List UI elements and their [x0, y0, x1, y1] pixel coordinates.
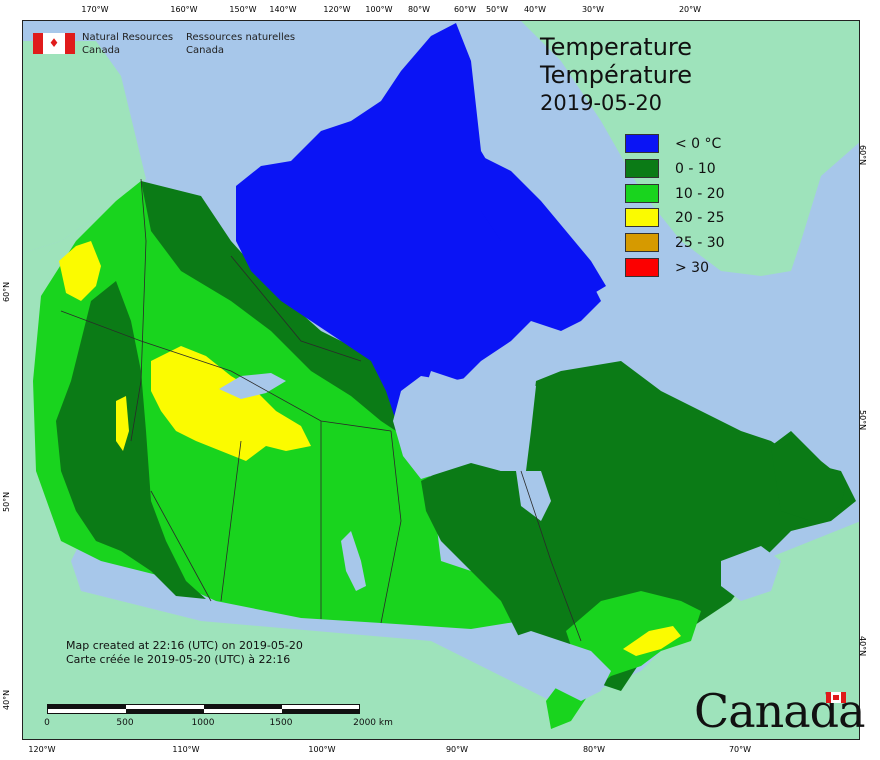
- agency-fr-line1: Ressources naturelles: [186, 32, 296, 43]
- graticule-label-bottom: 120°W: [28, 745, 56, 754]
- graticule-label-top: 170°W: [81, 5, 109, 14]
- zone-20-25-ontario: [623, 626, 681, 656]
- zone-sub-zero-arctic: [236, 23, 601, 421]
- graticule-label-top: 120°W: [323, 5, 351, 14]
- graticule-label-top: 150°W: [229, 5, 257, 14]
- zone-20-25-alberta: [151, 346, 311, 461]
- map-title: Temperature Température 2019-05-20: [540, 33, 692, 117]
- temperature-map: [23, 21, 859, 739]
- graticule-label-bottom: 90°W: [445, 745, 469, 754]
- alaska-land: [23, 41, 146, 253]
- legend-label: 20 - 25: [675, 210, 725, 227]
- scale-label: 500: [116, 718, 134, 728]
- province-boundaries: [60, 178, 582, 642]
- graticule-label-top: 20°W: [678, 5, 702, 14]
- zone-0-10-newfoundland: [771, 431, 846, 521]
- legend-label: > 30: [675, 259, 709, 276]
- scale-label: 1000: [191, 718, 215, 728]
- great-lakes-water: [501, 631, 611, 701]
- greenland-land: [521, 21, 859, 276]
- legend-swatch: [625, 158, 659, 178]
- scale-bar: [47, 704, 360, 714]
- legend-swatch: [625, 134, 659, 153]
- canada-flag-icon: ♦: [33, 33, 75, 54]
- legend-swatch: [625, 233, 659, 253]
- gulf-st-lawrence: [721, 546, 781, 601]
- title-date: 2019-05-20: [540, 91, 663, 115]
- credit-fr: Carte créée le 2019-05-20 (UTC) à 22:16: [66, 653, 291, 666]
- lake-winnipeg: [341, 531, 366, 591]
- agency-en-line1: Natural Resources: [82, 32, 174, 43]
- graticule-label-left: 50°N: [2, 491, 11, 512]
- graticule-label-bottom: 100°W: [308, 745, 336, 754]
- zone-20-25-yukon: [59, 241, 101, 301]
- graticule-label-top: 140°W: [269, 5, 297, 14]
- legend-label: 10 - 20: [675, 185, 725, 202]
- great-slave-lake: [219, 373, 286, 399]
- wordmark-flag-icon: [826, 692, 846, 703]
- credit-en: Map created at 22:16 (UTC) on 2019-05-20: [66, 639, 303, 652]
- legend-swatch: [625, 208, 659, 228]
- legend-swatch: [625, 183, 659, 203]
- legend-label: < 0 °C: [675, 136, 722, 152]
- scale-label: 2000 km: [353, 718, 393, 728]
- legend-label: 0 - 10: [675, 160, 716, 177]
- graticule-label-bottom: 110°W: [172, 745, 200, 754]
- scale-label: 1500: [269, 718, 293, 728]
- graticule-label-top: 160°W: [170, 5, 198, 14]
- graticule-label-top: 80°W: [407, 5, 431, 14]
- graticule-label-top: 40°W: [523, 5, 547, 14]
- greenland-coast: [781, 26, 836, 91]
- legend-swatch: [625, 257, 659, 277]
- graticule-label-top: 60°W: [453, 5, 477, 14]
- zone-sub-zero-baffin: [471, 151, 606, 301]
- scale-label: 0: [44, 718, 50, 728]
- title-en: Temperature: [540, 33, 693, 61]
- graticule-label-top: 100°W: [365, 5, 393, 14]
- graticule-label-bottom: 70°W: [728, 745, 752, 754]
- legend-label: 25 - 30: [675, 235, 725, 252]
- map-canvas[interactable]: [22, 20, 860, 740]
- zone-0-10-east: [421, 361, 856, 691]
- hudson-bay-water: [393, 376, 536, 479]
- title-fr: Température: [540, 61, 693, 89]
- agency-fr: Ressources naturelles Canada: [186, 31, 295, 57]
- graticule-label-left: 60°N: [2, 281, 11, 302]
- zone-20-25-bc: [116, 396, 129, 451]
- graticule-label-left: 40°N: [2, 689, 11, 710]
- agency-en-line2: Canada: [82, 45, 121, 56]
- graticule-label-top: 30°W: [581, 5, 605, 14]
- graticule-label-top: 50°W: [485, 5, 509, 14]
- graticule-label-bottom: 80°W: [582, 745, 606, 754]
- agency-en: Natural Resources Canada: [82, 31, 173, 57]
- zone-0-10-north-shelf: [141, 181, 421, 431]
- map-credits: Map created at 22:16 (UTC) on 2019-05-20…: [66, 639, 303, 667]
- agency-fr-line2: Canada: [186, 45, 225, 56]
